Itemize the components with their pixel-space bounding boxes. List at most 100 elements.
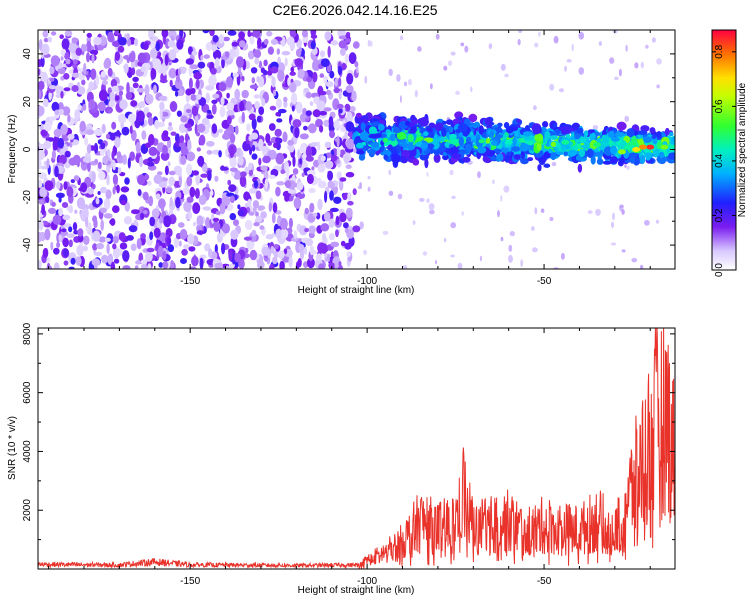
spectrogram-cell <box>281 51 291 56</box>
spectrogram-cell <box>68 69 75 75</box>
spectrogram-cell <box>283 248 288 255</box>
colorbar-tick-label: 0.6 <box>714 99 725 113</box>
spectrogram-cell <box>319 73 325 78</box>
colorbar-tick-label: 0.0 <box>714 263 725 277</box>
spectrogram-cell <box>52 214 62 225</box>
spectrogram-cell <box>170 131 177 136</box>
spectrogram-cell <box>587 210 593 214</box>
spectrogram-cell <box>227 179 232 186</box>
spectrogram-cell <box>493 148 502 154</box>
spectrogram-cell <box>129 125 133 134</box>
y-tick-label: -40 <box>22 237 33 252</box>
spectrogram-cell <box>185 58 194 65</box>
spectrogram-cell <box>38 231 42 243</box>
spectrogram-cell <box>616 121 627 131</box>
spectrogram-cell <box>62 237 69 248</box>
spectrogram-cell <box>173 32 177 39</box>
spectrogram-cell <box>382 230 389 235</box>
spectrogram-cell <box>150 67 157 80</box>
spectrogram-cell <box>396 74 401 82</box>
spectrogram-cell <box>234 88 241 101</box>
spectrogram-cell <box>274 128 282 137</box>
spectrogram-peak <box>504 139 513 145</box>
spectrogram-cell <box>259 60 262 69</box>
spectrogram-cell <box>63 248 69 257</box>
spectrogram-cell <box>477 146 487 154</box>
spectrogram-cell <box>290 66 295 73</box>
spectrogram-cell <box>552 123 557 128</box>
spectrogram-cell <box>86 37 92 43</box>
spectrogram-cell <box>100 207 107 214</box>
spectrogram-cell <box>293 197 302 209</box>
spectrogram-cell <box>292 168 299 175</box>
x-tick-label: -50 <box>537 276 552 287</box>
spectrogram-cell <box>596 158 604 165</box>
spectrogram-cell <box>359 182 362 188</box>
spectrogram-cell <box>60 124 68 136</box>
spectrogram-cell <box>220 96 225 106</box>
spectrogram-cell <box>449 169 454 176</box>
spectrogram-cell <box>253 94 260 99</box>
spectrogram-cell <box>520 158 529 165</box>
spectrogram-cell <box>221 195 231 206</box>
spectrogram-cell <box>283 100 288 108</box>
spectrogram-cell <box>112 40 121 48</box>
spectrogram-cell <box>450 254 455 258</box>
spectrogram-cell <box>59 108 64 115</box>
spectrogram-x-axis-label: Height of straight line (km) <box>298 285 415 296</box>
spectrogram-cell <box>508 244 513 252</box>
spectrogram-cell <box>261 145 269 153</box>
spectrogram-cell <box>71 37 78 44</box>
spectrogram-cell <box>117 45 125 53</box>
spectrogram-cell <box>241 75 245 82</box>
spectrogram-cell <box>345 164 352 169</box>
spectrogram-cell <box>629 152 637 159</box>
spectrogram-cell <box>142 210 148 215</box>
spectrogram-cell <box>516 118 521 123</box>
spectrogram-cell <box>127 113 137 123</box>
spectrogram-cell <box>72 222 78 231</box>
spectrogram-cell <box>101 123 106 134</box>
spectrogram-cell <box>345 121 355 132</box>
spectrogram-cell <box>558 88 565 93</box>
spectrogram-cell <box>38 260 42 269</box>
spectrogram-cell <box>191 105 199 117</box>
spectrogram-cell <box>430 83 433 90</box>
spectrogram-cell <box>203 54 210 59</box>
spectrogram-cell <box>71 72 81 78</box>
snr-y-ticks: 2000 4000 6000 8000 <box>22 322 675 541</box>
spectrogram-cell <box>95 75 100 86</box>
spectrogram-cell <box>56 180 61 190</box>
spectrogram-cell <box>157 245 164 258</box>
spectrogram-cell <box>42 247 49 259</box>
spectrogram-cell <box>168 49 177 61</box>
spectrogram-cell <box>169 101 178 112</box>
spectrogram-cell <box>86 32 93 38</box>
spectrogram-cell <box>90 68 97 80</box>
spectrogram-cell <box>323 77 328 84</box>
spectrogram-cell <box>327 182 335 189</box>
spectrogram-cell <box>132 76 139 83</box>
spectrogram-cell <box>346 138 355 150</box>
spectrogram-cell <box>183 200 192 213</box>
spectrogram-cell <box>95 197 100 205</box>
spectrogram-cell <box>239 150 244 159</box>
spectrogram-cell <box>148 116 154 126</box>
spectrogram-cell <box>306 169 316 176</box>
spectrogram-cell <box>299 225 308 236</box>
spectrogram-cell <box>51 150 57 160</box>
spectrogram-cell <box>658 151 665 158</box>
spectrogram-cell <box>162 130 169 137</box>
spectrogram-cell <box>92 243 98 251</box>
spectrogram-cell <box>451 195 456 199</box>
spectrogram-cell <box>492 179 495 185</box>
spectrogram-cell <box>347 131 354 137</box>
spectrogram-cell <box>248 113 256 121</box>
spectrogram-cell <box>63 181 68 190</box>
spectrogram-cell <box>306 257 315 269</box>
spectrogram-cell <box>91 258 101 267</box>
spectrogram-cell <box>41 204 45 216</box>
spectrogram-cell <box>261 98 266 107</box>
spectrogram-cell <box>222 36 230 42</box>
spectrogram-cell <box>186 196 194 203</box>
